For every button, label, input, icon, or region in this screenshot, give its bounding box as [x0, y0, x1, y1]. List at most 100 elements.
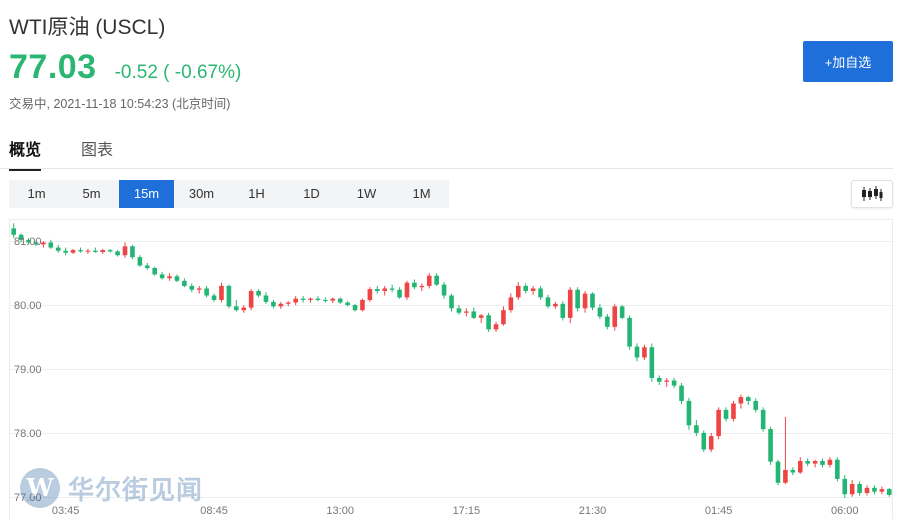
candle-body	[189, 285, 195, 290]
candle-body	[278, 303, 284, 307]
candle-body	[300, 298, 306, 300]
candle-body	[367, 289, 373, 300]
watermark: W 华尔街见闻	[20, 468, 203, 508]
candle-body	[167, 276, 172, 279]
candle-body	[775, 461, 781, 483]
period-1h[interactable]: 1H	[248, 186, 265, 201]
candle-body	[293, 298, 298, 303]
candle-body	[152, 268, 157, 275]
candle-body	[204, 288, 209, 296]
candle-body	[360, 299, 365, 311]
candle-body	[671, 380, 677, 386]
candle-body	[449, 295, 454, 309]
candle-body	[434, 275, 439, 285]
candle-body	[241, 307, 247, 311]
candle-body	[575, 289, 580, 309]
candle-body	[627, 317, 632, 347]
candle-body	[590, 293, 595, 308]
chart-type-toggle[interactable]	[851, 180, 893, 208]
candle-body	[486, 315, 491, 330]
candle-body	[538, 288, 543, 298]
candle-body	[716, 409, 721, 437]
x-tick-label: 21:30	[579, 505, 607, 517]
candle-body	[211, 295, 217, 300]
candle-body	[404, 282, 410, 298]
period-selector: 1m 5m 15m 30m 1H 1D 1W 1M	[9, 180, 449, 208]
candle-body	[93, 250, 98, 253]
candle-body	[345, 302, 350, 306]
candle-body	[857, 484, 862, 493]
candle-body	[26, 239, 31, 243]
candle-body	[820, 461, 825, 465]
tab-chart[interactable]: 图表	[81, 142, 114, 159]
candlestick-icon	[862, 186, 883, 201]
candle-body	[441, 284, 447, 296]
candle-body	[456, 308, 462, 313]
candle-body	[63, 250, 68, 253]
candle-body	[642, 347, 647, 358]
candle-body	[389, 288, 395, 290]
main-tabs: 概览 图表	[0, 134, 893, 171]
candle-body	[248, 291, 254, 308]
candle-body	[315, 298, 321, 300]
candle-body	[174, 276, 180, 281]
candle-body	[182, 280, 187, 286]
candle-body	[308, 298, 313, 300]
candle-body	[323, 299, 328, 301]
candle-body	[330, 298, 336, 301]
candle-body	[597, 307, 603, 317]
candle-body	[827, 459, 833, 465]
period-1d[interactable]: 1D	[303, 186, 320, 201]
candle-body	[33, 242, 39, 245]
candle-body	[686, 400, 692, 426]
candle-body	[397, 289, 402, 298]
candle-body	[746, 397, 751, 401]
candle-body	[612, 306, 618, 327]
candle-body	[805, 461, 810, 464]
period-1w[interactable]: 1W	[356, 186, 377, 201]
candle-body	[493, 324, 499, 330]
instrument-title: WTI原油 (USCL)	[9, 16, 166, 39]
candle-body	[508, 297, 514, 311]
price-row: 77.03 -0.52 ( -0.67%)	[9, 48, 241, 87]
last-price: 77.03	[9, 48, 97, 86]
candle-body	[790, 469, 796, 473]
candle-body	[872, 487, 877, 492]
candle-body	[55, 247, 61, 251]
candle-body	[426, 275, 432, 286]
y-tick-label: 81.00	[14, 236, 42, 248]
candle-body	[219, 285, 224, 300]
candle-body	[226, 285, 232, 307]
candle-body	[515, 285, 521, 298]
candle-body	[849, 484, 855, 495]
candle-body	[694, 425, 699, 433]
candle-body	[567, 289, 573, 318]
candle-body	[78, 250, 83, 252]
tab-overview[interactable]: 概览	[9, 134, 42, 171]
period-5m[interactable]: 5m	[82, 186, 101, 201]
period-1m[interactable]: 1m	[27, 186, 46, 201]
candle-body	[679, 385, 684, 401]
candle-body	[70, 250, 76, 253]
candle-body	[196, 288, 202, 290]
candle-body	[159, 274, 165, 279]
candle-body	[530, 288, 536, 292]
add-to-watchlist-button[interactable]: +加自选	[803, 41, 893, 82]
candle-body	[649, 347, 655, 378]
candle-body	[412, 282, 417, 288]
candle-body	[115, 251, 120, 256]
candle-body	[634, 346, 640, 358]
candle-body	[582, 293, 588, 309]
candle-body	[41, 242, 46, 245]
y-tick-label: 80.00	[14, 300, 42, 312]
candle-body	[501, 310, 506, 325]
candle-body	[18, 234, 24, 240]
period-1month[interactable]: 1M	[412, 186, 431, 201]
period-30m[interactable]: 30m	[188, 186, 215, 201]
x-tick-label: 17:15	[453, 505, 481, 517]
candle-body	[760, 409, 766, 430]
period-15m[interactable]: 15m	[119, 180, 174, 208]
candle-body	[130, 246, 135, 258]
candle-body	[835, 459, 840, 479]
